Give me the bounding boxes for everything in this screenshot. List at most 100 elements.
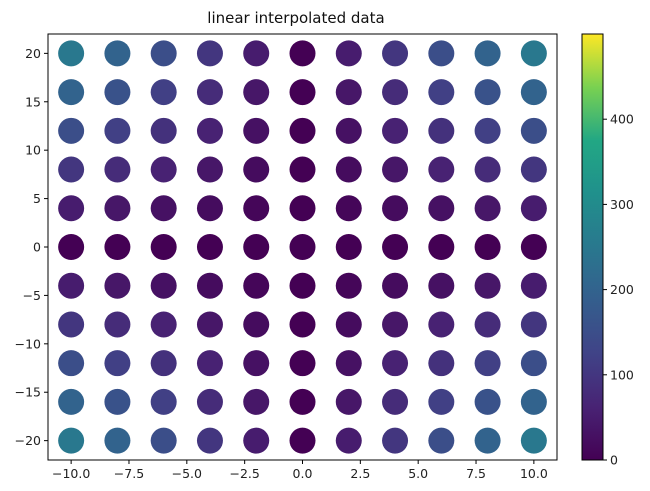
data-point: [289, 234, 316, 260]
x-tick-label: −5.0: [172, 466, 202, 481]
data-point: [382, 40, 409, 67]
data-point: [520, 79, 547, 106]
data-point: [58, 388, 85, 415]
data-point: [428, 427, 455, 454]
data-point: [243, 427, 270, 454]
data-point: [382, 272, 409, 299]
x-tick-label: 0.0: [293, 466, 313, 481]
data-point: [150, 156, 177, 183]
data-point: [104, 234, 131, 260]
data-point: [196, 427, 223, 454]
data-point: [335, 427, 362, 454]
data-point: [196, 234, 223, 260]
data-point: [382, 79, 409, 106]
data-point: [104, 272, 131, 299]
data-point: [196, 79, 223, 106]
y-tick-label: 0: [33, 240, 41, 255]
colorbar-tick-label: 200: [610, 282, 634, 297]
data-point: [150, 350, 177, 377]
chart-title: linear interpolated data: [207, 9, 384, 27]
data-point: [104, 195, 131, 222]
data-point: [196, 156, 223, 183]
data-point: [58, 117, 85, 144]
data-point: [289, 388, 316, 415]
data-point: [58, 427, 85, 454]
data-point: [289, 117, 316, 144]
data-point: [196, 388, 223, 415]
data-point: [104, 156, 131, 183]
colorbar: 0 100 200 300 400: [581, 33, 634, 468]
data-point: [196, 311, 223, 338]
data-point: [382, 388, 409, 415]
data-point: [196, 195, 223, 222]
data-point: [196, 117, 223, 144]
x-tick-label: 7.5: [466, 466, 486, 481]
y-tick-label: 10: [25, 143, 41, 158]
colorbar-tick-label: 100: [610, 367, 634, 382]
data-point: [289, 272, 316, 299]
data-point: [289, 156, 316, 183]
y-tick-label: 20: [25, 46, 41, 61]
data-point: [335, 117, 362, 144]
data-point: [335, 40, 362, 67]
data-point: [474, 195, 501, 222]
colorbar-tick-label: 400: [610, 112, 634, 127]
data-point: [520, 234, 547, 260]
data-point: [428, 234, 455, 260]
data-point: [150, 272, 177, 299]
x-tick-label: −10.0: [52, 466, 90, 481]
plot-area: −10.0 −7.5 −5.0 −2.5 0.0 2.5 5.0 7.5 10.0 −20 −15 −…: [15, 33, 558, 481]
data-point: [474, 117, 501, 144]
data-point: [58, 195, 85, 222]
data-point: [474, 234, 501, 260]
data-point: [243, 195, 270, 222]
data-point: [104, 117, 131, 144]
data-point: [58, 234, 85, 260]
data-point: [150, 388, 177, 415]
colorbar-tick-label: 300: [610, 197, 634, 212]
data-point: [382, 350, 409, 377]
data-point: [104, 427, 131, 454]
colorbar-gradient: [581, 33, 604, 461]
y-tick-label: 15: [25, 94, 41, 109]
data-point: [104, 79, 131, 106]
data-point: [243, 272, 270, 299]
data-point: [474, 156, 501, 183]
data-point: [382, 156, 409, 183]
data-point: [58, 311, 85, 338]
data-point: [58, 79, 85, 106]
x-tick-label: −7.5: [114, 466, 144, 481]
data-point: [428, 311, 455, 338]
data-point: [58, 156, 85, 183]
y-tick-label: −15: [15, 385, 41, 400]
data-point: [243, 350, 270, 377]
data-point: [150, 195, 177, 222]
data-point: [289, 350, 316, 377]
data-point: [474, 427, 501, 454]
data-point: [428, 40, 455, 67]
data-point: [335, 272, 362, 299]
data-point: [428, 388, 455, 415]
data-point: [289, 195, 316, 222]
data-point: [474, 311, 501, 338]
data-point: [335, 195, 362, 222]
data-point: [520, 350, 547, 377]
data-point: [474, 350, 501, 377]
data-point: [58, 272, 85, 299]
data-point: [428, 117, 455, 144]
data-point: [150, 40, 177, 67]
data-point: [150, 311, 177, 338]
data-point: [243, 234, 270, 260]
data-point: [58, 350, 85, 377]
data-point: [289, 79, 316, 106]
x-tick-label: 5.0: [408, 466, 428, 481]
x-tick-label: −2.5: [229, 466, 259, 481]
data-point: [289, 40, 316, 67]
data-point: [104, 40, 131, 67]
data-point: [335, 311, 362, 338]
data-point: [104, 350, 131, 377]
data-point: [474, 79, 501, 106]
data-point: [474, 40, 501, 67]
data-point: [196, 350, 223, 377]
data-point: [520, 40, 547, 67]
